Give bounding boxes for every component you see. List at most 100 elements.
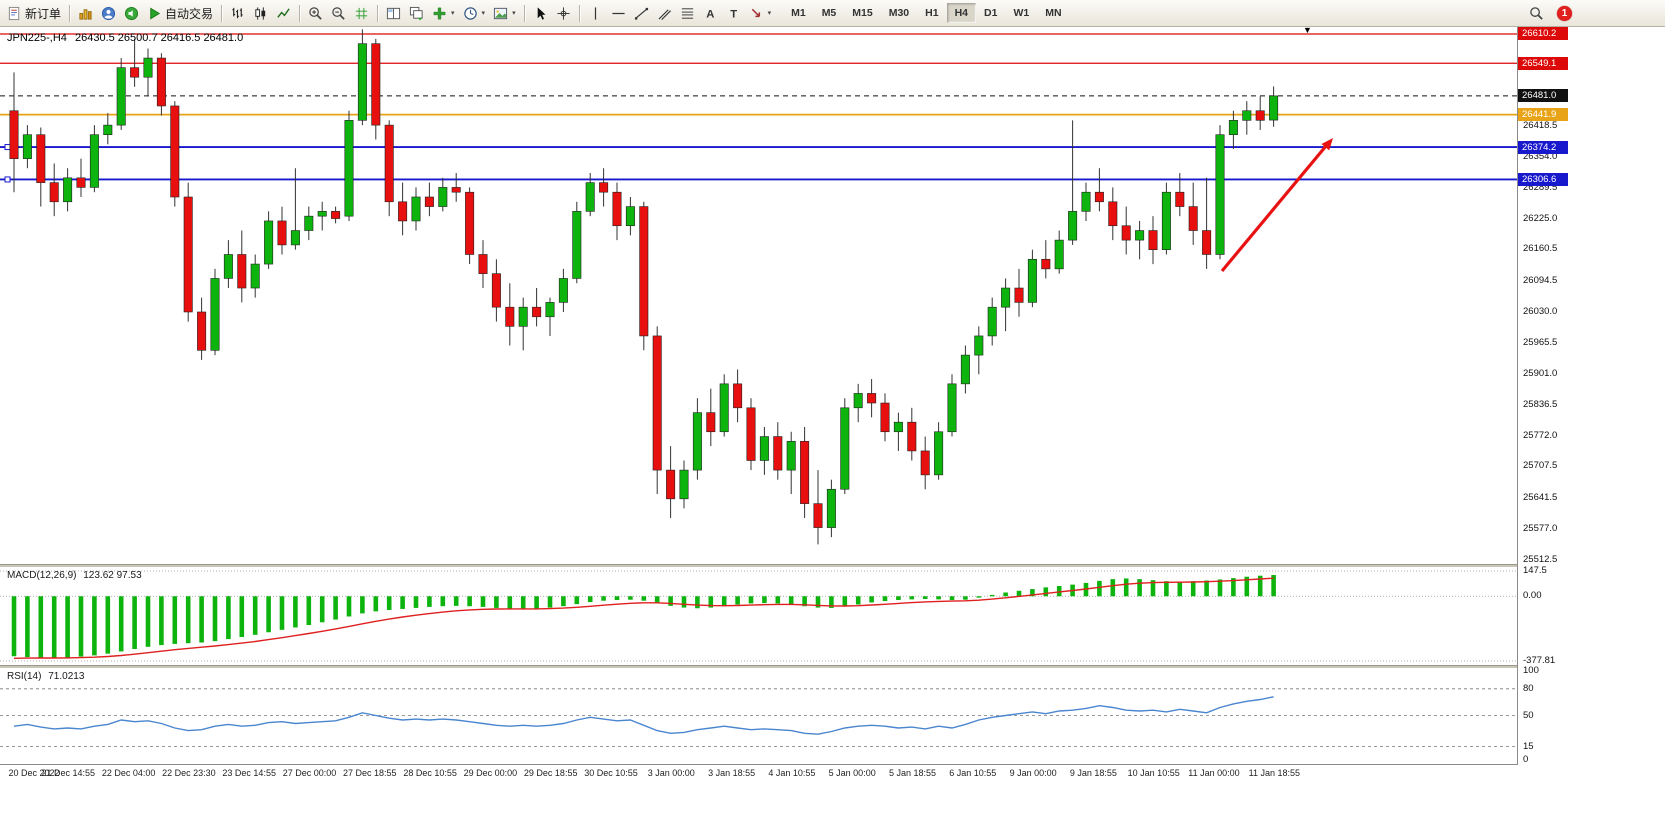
rsi-scale-tick: 100 — [1523, 665, 1539, 676]
sound-button[interactable] — [120, 2, 143, 24]
time-label: 27 Dec 18:55 — [343, 768, 397, 778]
vline-icon — [588, 6, 603, 21]
price-tick: 26225.0 — [1523, 212, 1558, 224]
timeframe-D1[interactable]: D1 — [976, 3, 1005, 23]
autotrade-button[interactable]: 自动交易 — [143, 2, 217, 24]
macd-scale-tick: 0.00 — [1523, 590, 1542, 602]
time-label: 9 Jan 00:00 — [1009, 768, 1057, 778]
macd-scale-tick: -377.81 — [1523, 655, 1556, 666]
time-label: 3 Jan 18:55 — [708, 768, 756, 778]
chart-shift-marker[interactable]: ▼ — [1303, 25, 1312, 35]
channel-button[interactable] — [653, 2, 676, 24]
arrows-icon — [749, 6, 764, 21]
price-level-lines[interactable] — [0, 33, 1517, 183]
ohlc-bars-icon — [230, 6, 245, 21]
price-tick: 25577.0 — [1523, 523, 1558, 535]
horizontal-line-button[interactable] — [607, 2, 630, 24]
fibonacci-icon — [680, 6, 695, 21]
template-button[interactable]: ▾ — [489, 2, 520, 24]
macd-name: MACD(12,26,9) — [7, 570, 77, 581]
toolbar-separator — [69, 4, 71, 22]
add-indicator-button[interactable]: ▾ — [428, 2, 459, 24]
price-scale[interactable]: 26418.5 26354.0 26289.5 26225.0 26160.5 26094… — [1518, 27, 1665, 807]
zoom-in-button[interactable] — [304, 2, 327, 24]
price-tick: 26160.5 — [1523, 243, 1558, 255]
profile-icon — [101, 6, 116, 21]
time-label: 29 Dec 18:55 — [523, 768, 578, 778]
time-label: 23 Dec 14:55 — [222, 768, 276, 778]
price-tick: 25512.5 — [1523, 553, 1558, 565]
new-order-button[interactable]: 新订单 — [3, 2, 65, 24]
label-button[interactable]: T — [722, 2, 745, 24]
timeframe-M5[interactable]: M5 — [814, 3, 845, 23]
price-level-badge: 26374.2 — [1518, 140, 1568, 154]
period-button[interactable]: ▾ — [459, 2, 490, 24]
line-chart-icon — [276, 6, 291, 21]
candlestick-chart[interactable] — [0, 27, 1517, 564]
rsi-scale-tick: 15 — [1523, 740, 1534, 752]
toolbar-separator — [221, 4, 223, 22]
search-icon — [1529, 6, 1544, 21]
time-label: 11 Jan 00:00 — [1188, 768, 1240, 778]
hline-icon — [611, 6, 626, 21]
search-button[interactable] — [1525, 2, 1548, 24]
rsi-current-value: 71.0213 — [48, 671, 85, 682]
timeframe-M15[interactable]: M15 — [844, 3, 880, 23]
autotrade-button-label: 自动交易 — [165, 6, 214, 21]
line-chart-button[interactable] — [272, 2, 295, 24]
zoom-out-button[interactable] — [327, 2, 350, 24]
timeframe-MN[interactable]: MN — [1037, 3, 1069, 23]
trendline-button[interactable] — [630, 2, 653, 24]
timeframe-M1[interactable]: M1 — [783, 3, 814, 23]
toolbar-separator — [523, 4, 525, 22]
new-order-button-label: 新订单 — [25, 6, 62, 21]
play-icon — [147, 6, 162, 21]
profile-button[interactable] — [97, 2, 120, 24]
price-axis-border — [1517, 27, 1518, 764]
chart-ohlc-values: 26430.5 26500.7 26416.5 26481.0 — [74, 32, 244, 44]
vertical-line-button[interactable] — [584, 2, 607, 24]
macd-histogram — [11, 575, 1276, 658]
cursor-button[interactable] — [529, 2, 552, 24]
time-axis[interactable]: 20 Dec 2022 21 Dec 14:55 22 Dec 04:00 22 De… — [0, 766, 1518, 782]
charts-button[interactable] — [74, 2, 97, 24]
candlestick-button[interactable] — [249, 2, 272, 24]
rsi-line — [13, 696, 1274, 735]
timeframe-M30[interactable]: M30 — [881, 3, 917, 23]
panel-separator[interactable] — [0, 564, 1518, 568]
chevron-down-icon: ▾ — [451, 10, 455, 17]
trend-arrow-annotation[interactable] — [1220, 138, 1333, 273]
candles — [9, 29, 1279, 545]
chart-symbol-period: JPN225-,H4 — [7, 32, 67, 44]
grid-button[interactable] — [350, 2, 373, 24]
text-button[interactable]: A — [699, 2, 722, 24]
current-price-badge: 26481.0 — [1518, 89, 1568, 103]
cascade-windows-button[interactable] — [405, 2, 428, 24]
rsi-scale-tick: 0 — [1523, 754, 1529, 765]
price-tick: 26354.0 — [1523, 150, 1558, 162]
chevron-down-icon: ▾ — [512, 10, 516, 17]
macd-scale-tick: 147.5 — [1523, 565, 1547, 576]
price-tick: 25772.0 — [1523, 429, 1558, 441]
rsi-name: RSI(14) — [7, 671, 42, 682]
timeframe-H1[interactable]: H1 — [917, 3, 946, 23]
time-label: 5 Jan 18:55 — [888, 768, 937, 778]
bar-chart-button[interactable] — [226, 2, 249, 24]
timeframe-W1[interactable]: W1 — [1005, 3, 1037, 23]
plus-icon — [432, 6, 447, 21]
timeframe-H4[interactable]: H4 — [946, 3, 977, 23]
notification-badge[interactable]: 1 — [1557, 5, 1572, 21]
arrows-button[interactable]: ▾ — [745, 2, 776, 24]
panel-separator[interactable] — [0, 665, 1518, 669]
price-tick: 25901.0 — [1523, 367, 1558, 379]
grid-icon — [354, 6, 369, 21]
crosshair-button[interactable] — [552, 2, 575, 24]
rsi-panel-plot[interactable] — [0, 668, 1517, 763]
rsi-label: RSI(14) 71.0213 — [7, 671, 84, 682]
price-level-badge: 26549.1 — [1518, 56, 1568, 70]
sound-icon — [124, 6, 139, 21]
tile-windows-button[interactable] — [382, 2, 405, 24]
fibonacci-button[interactable] — [676, 2, 699, 24]
macd-panel-plot[interactable] — [0, 567, 1517, 665]
candlestick-icon — [253, 6, 268, 21]
